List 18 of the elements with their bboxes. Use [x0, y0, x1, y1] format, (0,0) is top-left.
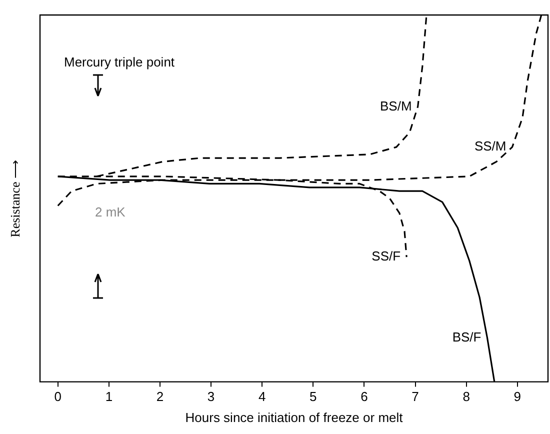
x-tick-label: 4: [258, 389, 266, 404]
x-tick-label: 0: [54, 389, 62, 404]
y-axis-title: Resistance ⟶: [7, 159, 22, 238]
series-label: BS/M: [380, 98, 412, 114]
x-tick-label: 1: [105, 389, 113, 404]
x-tick-label: 2: [156, 389, 164, 404]
annotation: Mercury triple point: [64, 54, 175, 70]
x-axis-title: Hours since initiation of freeze or melt: [185, 410, 404, 425]
series-label: SS/M: [474, 138, 506, 154]
annotation: 2 mK: [95, 204, 126, 220]
x-tick-label: 9: [514, 389, 521, 404]
x-tick-label: 3: [207, 389, 215, 404]
x-tick-label: 5: [310, 389, 317, 404]
x-tick-label: 7: [412, 389, 419, 404]
x-tick-label: 6: [360, 389, 368, 404]
series-label: BS/F: [452, 329, 482, 344]
series-label: SS/F: [372, 248, 401, 264]
x-tick-label: 8: [462, 389, 470, 404]
